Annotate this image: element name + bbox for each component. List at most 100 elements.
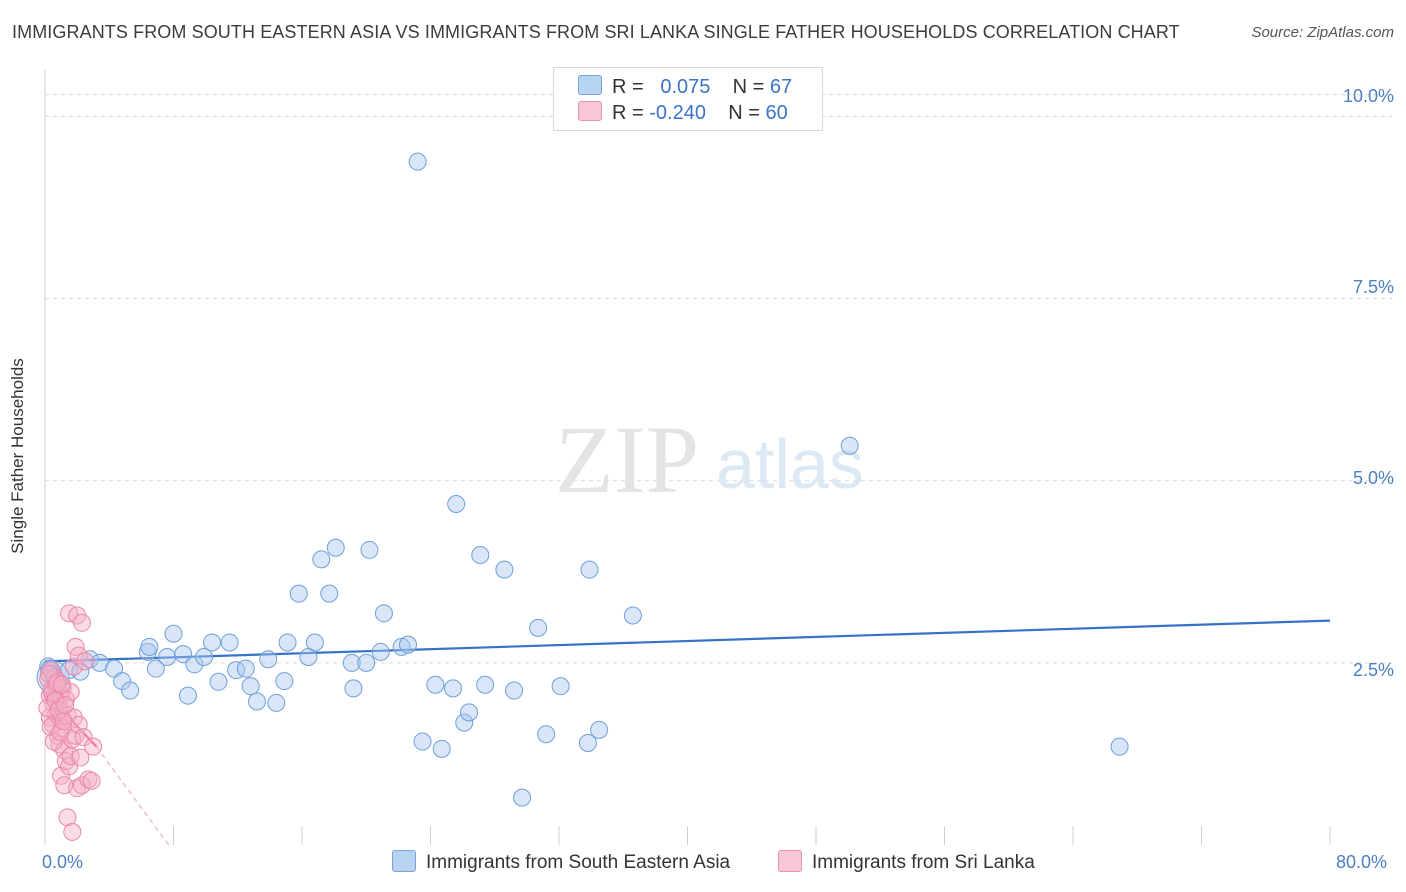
data-point-south-eastern-asia [357, 653, 376, 672]
correlation-legend: R = 0.075 N = 67 R = -0.240 N = 60 [553, 67, 823, 131]
data-point-south-eastern-asia [505, 681, 524, 700]
data-point-south-eastern-asia [195, 648, 214, 667]
legend-row-pink: R = -0.240 N = 60 [578, 101, 788, 127]
data-point-sri-lanka [44, 732, 63, 751]
data-point-south-eastern-asia [275, 672, 294, 691]
data-point-south-eastern-asia [408, 152, 427, 171]
data-point-sri-lanka [64, 657, 83, 676]
data-point-south-eastern-asia [455, 713, 474, 732]
data-point-south-eastern-asia [537, 725, 556, 744]
data-point-south-eastern-asia [426, 675, 445, 694]
watermark-zip: ZIP [555, 406, 699, 513]
n-value: 60 [765, 102, 788, 124]
chart-title: IMMIGRANTS FROM SOUTH EASTERN ASIA VS IM… [12, 22, 1180, 42]
data-point-sri-lanka [72, 613, 91, 632]
blue-swatch-icon [392, 850, 416, 872]
data-point-south-eastern-asia [178, 686, 197, 705]
data-point-south-eastern-asia [278, 633, 297, 652]
data-point-south-eastern-asia [590, 720, 609, 739]
data-point-south-eastern-asia [342, 653, 361, 672]
data-point-south-eastern-asia [312, 550, 331, 569]
data-point-sri-lanka [56, 696, 75, 715]
data-point-south-eastern-asia [305, 633, 324, 652]
data-point-south-eastern-asia [580, 560, 599, 579]
data-point-sri-lanka [63, 822, 82, 841]
y-axis-label: Single Father Households [8, 358, 27, 554]
data-point-sri-lanka [79, 770, 98, 789]
data-point-south-eastern-asia [209, 672, 228, 691]
data-point-south-eastern-asia [220, 633, 239, 652]
x-tick-label: 0.0% [42, 852, 84, 872]
data-point-south-eastern-asia [443, 679, 462, 698]
y-tick-label: 7.5% [1352, 277, 1394, 297]
data-point-south-eastern-asia [344, 679, 363, 698]
source-label: Source: ZipAtlas.com [1251, 24, 1394, 41]
data-point-south-eastern-asia [399, 635, 418, 654]
y-tick-label: 5.0% [1352, 468, 1394, 488]
data-point-south-eastern-asia [267, 693, 286, 712]
data-point-south-eastern-asia [121, 681, 140, 700]
data-point-south-eastern-asia [495, 560, 514, 579]
data-point-south-eastern-asia [289, 584, 308, 603]
data-point-south-eastern-asia [529, 618, 548, 637]
data-point-south-eastern-asia [80, 650, 99, 669]
data-point-south-eastern-asia [236, 659, 255, 678]
x-tick-label: 80.0% [1336, 852, 1388, 872]
legend-item-south-eastern-asia: Immigrants from South Eastern Asia [392, 850, 730, 874]
data-point-south-eastern-asia [140, 637, 159, 656]
data-point-south-eastern-asia [203, 633, 222, 652]
data-point-sri-lanka [82, 771, 101, 790]
watermark: ZIP atlas [555, 406, 864, 513]
data-point-sri-lanka [54, 712, 73, 731]
data-point-south-eastern-asia [360, 540, 379, 559]
data-point-sri-lanka [51, 723, 70, 742]
data-point-sri-lanka [46, 691, 65, 710]
data-point-south-eastern-asia [326, 538, 345, 557]
pink-swatch-icon [778, 850, 802, 872]
data-point-south-eastern-asia [146, 659, 165, 678]
data-point-sri-lanka [58, 808, 77, 827]
trend-line-south-eastern-asia [44, 619, 1331, 663]
data-point-south-eastern-asia [551, 677, 570, 696]
data-point-south-eastern-asia [1110, 737, 1129, 756]
data-point-sri-lanka [76, 652, 95, 671]
data-point-south-eastern-asia [241, 677, 260, 696]
data-point-south-eastern-asia [60, 661, 79, 680]
data-point-sri-lanka [71, 748, 90, 767]
trend-line-sri-lanka-extension [95, 746, 170, 846]
data-point-south-eastern-asia [248, 692, 267, 711]
data-point-south-eastern-asia [432, 739, 451, 758]
data-point-south-eastern-asia [392, 637, 411, 656]
data-point-south-eastern-asia [447, 495, 466, 514]
data-point-south-eastern-asia [578, 734, 597, 752]
data-point-south-eastern-asia [513, 788, 532, 807]
watermark-atlas: atlas [716, 425, 864, 503]
data-point-south-eastern-asia [259, 650, 278, 669]
n-value: 67 [769, 76, 793, 98]
data-point-south-eastern-asia [623, 606, 642, 625]
r-value: -0.240 [649, 102, 706, 124]
data-point-south-eastern-asia [471, 546, 490, 565]
trend-lines [44, 619, 1331, 846]
data-point-sri-lanka [74, 728, 93, 747]
data-point-sri-lanka [52, 675, 71, 694]
y-tick-label: 10.0% [1342, 86, 1394, 106]
y-tick-label: 2.5% [1352, 660, 1394, 680]
data-point-south-eastern-asia [174, 645, 193, 664]
data-point-south-eastern-asia [158, 648, 177, 667]
data-point-south-eastern-asia [476, 675, 495, 694]
data-point-south-eastern-asia [164, 624, 183, 643]
data-point-south-eastern-asia [227, 661, 246, 680]
legend-row-blue: R = 0.075 N = 67 [578, 75, 792, 101]
data-point-sri-lanka [56, 752, 75, 771]
pink-swatch-icon [578, 101, 602, 121]
data-point-south-eastern-asia [840, 436, 859, 455]
legend-item-sri-lanka: Immigrants from Sri Lanka [778, 850, 1035, 874]
data-point-south-eastern-asia [185, 655, 204, 674]
data-point-south-eastern-asia [320, 584, 339, 603]
r-value: 0.075 [660, 76, 711, 98]
data-point-south-eastern-asia [460, 703, 479, 722]
data-point-south-eastern-asia [371, 642, 390, 661]
grid-lines [45, 94, 1392, 664]
